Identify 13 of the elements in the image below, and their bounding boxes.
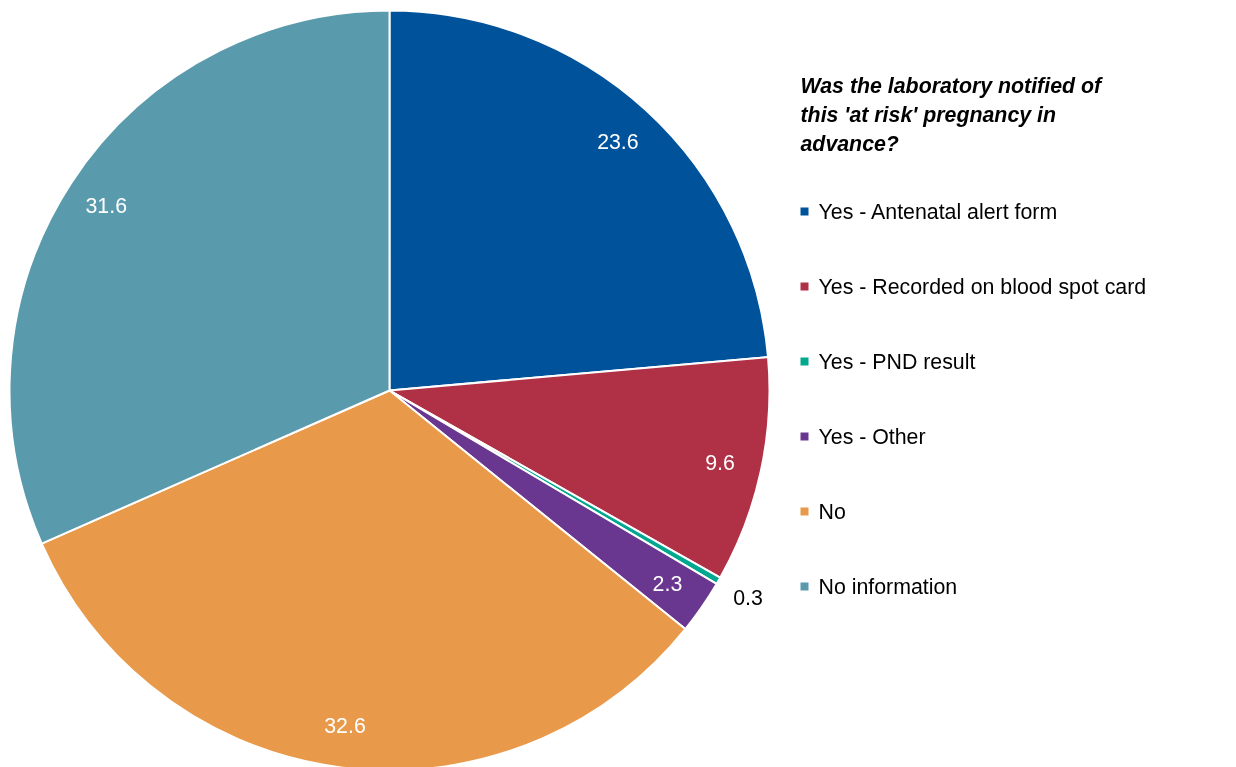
- legend-label: Yes - Antenatal alert form: [818, 199, 1058, 224]
- data-label: 31.6: [85, 194, 128, 219]
- legend-label: Yes - Recorded on blood spot card: [818, 274, 1147, 299]
- data-label: 23.6: [597, 129, 639, 154]
- data-label: 32.6: [324, 714, 366, 739]
- legend-label: Yes - PND result: [818, 349, 976, 374]
- legend-title: Was the laboratory notified of this 'at risk' pregnancy in advance?: [800, 73, 1103, 156]
- data-label: 2.3: [652, 571, 683, 596]
- legend-label: No information: [818, 574, 958, 599]
- legend-label: No: [818, 499, 846, 524]
- legend-label: Yes - Other: [818, 424, 926, 449]
- data-label: 0.3: [733, 586, 763, 611]
- data-label: 9.6: [705, 450, 735, 475]
